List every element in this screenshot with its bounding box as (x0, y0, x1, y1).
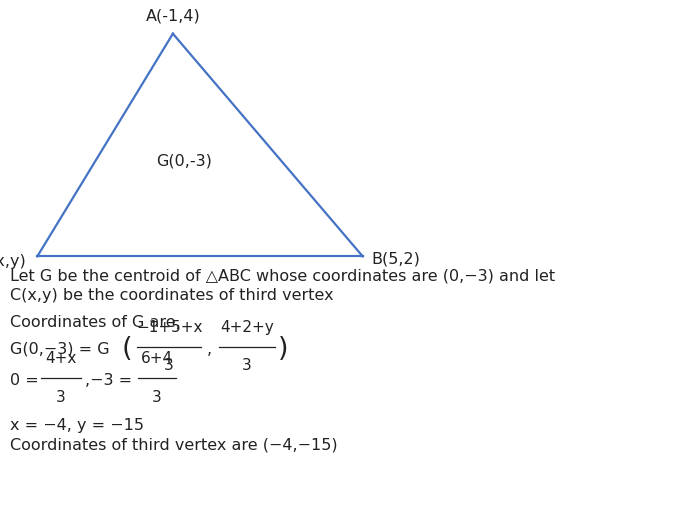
Text: 0 =: 0 = (10, 373, 44, 388)
Text: ,: , (207, 342, 212, 356)
Text: 6+4: 6+4 (141, 351, 173, 366)
Text: B(5,2): B(5,2) (372, 252, 420, 266)
Text: 4+x: 4+x (45, 351, 77, 366)
Text: G(0,-3): G(0,-3) (156, 153, 212, 168)
Text: x = −4, y = −15: x = −4, y = −15 (10, 419, 144, 433)
Text: −1+5+x: −1+5+x (136, 320, 203, 335)
Text: 3: 3 (164, 358, 174, 373)
Text: ,−3 =: ,−3 = (85, 373, 138, 388)
Text: C(x,y) be the coordinates of third vertex: C(x,y) be the coordinates of third verte… (10, 288, 334, 303)
Text: G(0,−3) = G: G(0,−3) = G (10, 342, 110, 356)
Text: Coordinates of G are,: Coordinates of G are, (10, 315, 181, 329)
Text: Let G be the centroid of △ABC whose coordinates are (0,−3) and let: Let G be the centroid of △ABC whose coor… (10, 268, 555, 283)
Text: A(-1,4): A(-1,4) (146, 8, 200, 23)
Text: Coordinates of third vertex are (−4,−15): Coordinates of third vertex are (−4,−15) (10, 438, 338, 453)
Text: 3: 3 (56, 390, 66, 405)
Text: C(x,y): C(x,y) (0, 254, 26, 269)
Text: (: ( (122, 336, 133, 362)
Text: 4+2+y: 4+2+y (220, 320, 274, 335)
Text: 3: 3 (152, 390, 162, 405)
Text: ): ) (278, 336, 288, 362)
Text: 3: 3 (242, 358, 252, 373)
